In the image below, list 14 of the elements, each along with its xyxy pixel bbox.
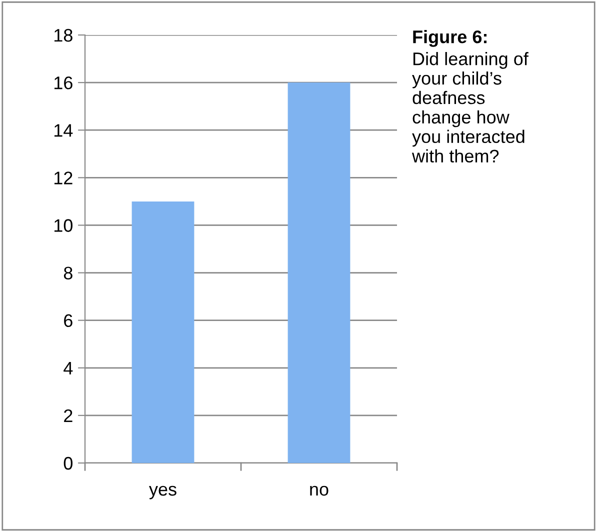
text: Figure 6:	[413, 30, 487, 47]
y-tick-label: 14	[54, 124, 73, 137]
y-tick-label: 16	[54, 76, 72, 90]
x-tick-label: yes	[148, 486, 176, 500]
y-tick-label: 2	[64, 409, 72, 422]
x-tick-label: no	[310, 486, 328, 496]
text: Did learning of your child’s deafness change how you interacted with them?	[412, 52, 528, 163]
y-tick-label: 10	[54, 219, 72, 232]
y-tick-label: 18	[54, 28, 72, 42]
y-tick-label: 4	[64, 362, 73, 374]
y-tick-label: 0	[64, 456, 72, 470]
y-tick-label: 8	[64, 266, 72, 280]
y-tick-label: 12	[54, 172, 72, 184]
y-tick-label: 6	[64, 314, 72, 328]
